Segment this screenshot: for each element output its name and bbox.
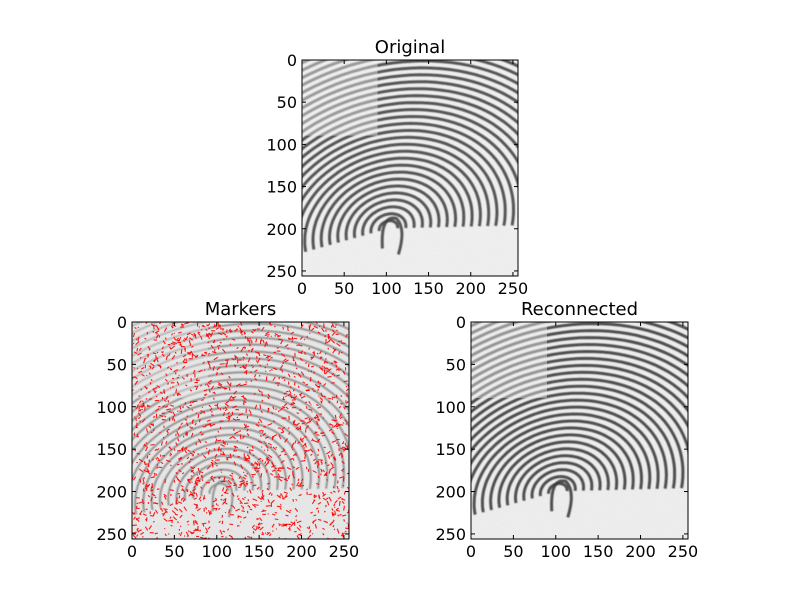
x-tick-label: 200 [286,542,317,561]
x-tick-label: 250 [668,542,699,561]
x-tick-label: 0 [127,542,137,561]
y-tick-label: 50 [277,93,297,112]
axes-frame [470,321,689,540]
y-tick-label: 150 [96,440,127,459]
x-tick-label: 200 [625,542,656,561]
image-reconnected [471,322,688,539]
panel-title: Reconnected [521,299,638,320]
y-tick-label: 200 [266,220,297,239]
panel-title: Original [375,37,445,58]
x-tick-label: 150 [244,542,275,561]
x-tick-label: 100 [201,542,232,561]
marker-points [132,322,349,539]
y-tick-label: 100 [96,398,127,417]
x-tick-label: 150 [583,542,614,561]
y-tick-label: 250 [435,525,466,544]
y-tick-label: 50 [446,355,466,374]
x-tick-label: 150 [413,279,444,298]
y-tick-label: 150 [266,178,297,197]
image-markers [132,322,349,539]
x-tick-label: 100 [540,542,571,561]
axes-frame [301,59,519,277]
y-tick-label: 100 [435,398,466,417]
x-tick-label: 50 [503,542,523,561]
y-tick-label: 250 [96,525,127,544]
axes-frame [131,321,350,540]
y-tick-label: 200 [435,483,466,502]
x-tick-label: 0 [466,542,476,561]
y-tick-label: 0 [117,313,127,332]
panel-title: Markers [205,299,277,320]
y-tick-label: 250 [266,262,297,281]
y-tick-label: 50 [107,355,127,374]
x-tick-label: 50 [334,279,354,298]
y-tick-label: 150 [435,440,466,459]
y-tick-label: 0 [287,51,297,70]
x-tick-label: 50 [164,542,184,561]
x-tick-label: 250 [498,279,529,298]
x-tick-label: 250 [329,542,360,561]
y-tick-label: 100 [266,135,297,154]
y-tick-label: 200 [96,483,127,502]
x-tick-label: 100 [371,279,402,298]
image-original [302,60,518,276]
x-tick-label: 200 [455,279,486,298]
y-tick-label: 0 [456,313,466,332]
x-tick-label: 0 [297,279,307,298]
